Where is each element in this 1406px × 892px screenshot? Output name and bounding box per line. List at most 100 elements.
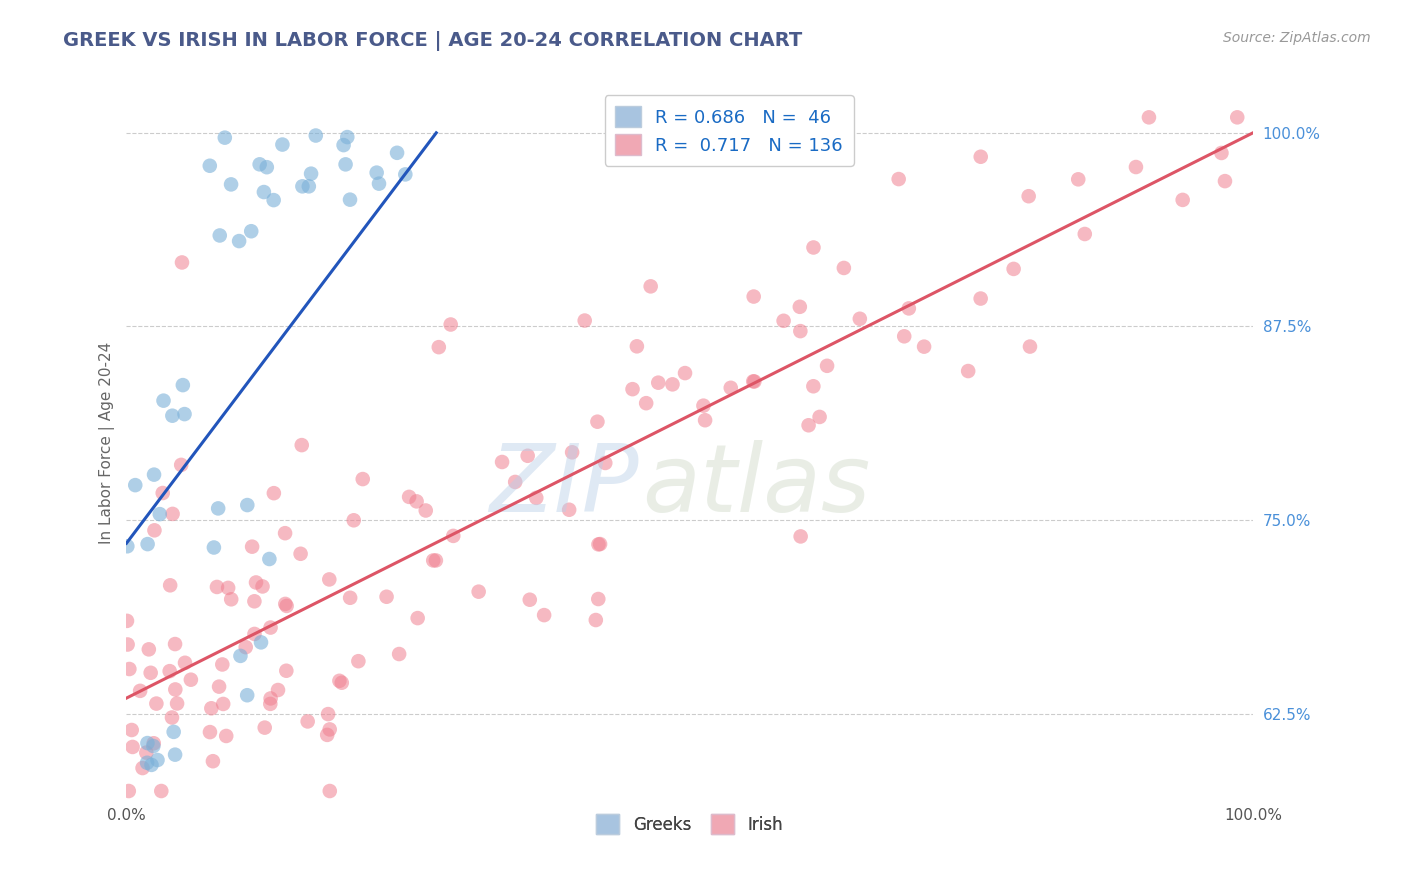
Legend: Greeks, Irish: Greeks, Irish [589, 808, 790, 840]
Point [744, 375, 766, 389]
Point [217, 581, 239, 595]
Point [621, 382, 644, 396]
Point [250, 635, 273, 649]
Point [274, 526, 297, 541]
Point [162, 507, 184, 521]
Point [152, 393, 174, 408]
Point [142, 736, 165, 750]
Point [1137, 111, 1160, 125]
Point [214, 130, 236, 145]
Point [298, 179, 321, 194]
Point [198, 725, 221, 739]
Point [143, 524, 166, 538]
Point [228, 234, 250, 248]
Point [253, 721, 276, 735]
Point [150, 784, 173, 798]
Point [335, 157, 357, 171]
Point [118, 784, 141, 798]
Point [139, 665, 162, 680]
Point [170, 458, 193, 472]
Point [117, 638, 139, 652]
Point [131, 761, 153, 775]
Point [276, 664, 298, 678]
Point [405, 494, 427, 508]
Point [316, 707, 339, 722]
Point [789, 324, 811, 338]
Point [368, 177, 391, 191]
Point [117, 539, 139, 553]
Point [263, 486, 285, 500]
Point [589, 537, 612, 551]
Point [115, 614, 138, 628]
Point [1213, 174, 1236, 188]
Point [661, 377, 683, 392]
Point [352, 472, 374, 486]
Point [297, 714, 319, 729]
Point [319, 723, 342, 737]
Point [236, 498, 259, 512]
Point [290, 547, 312, 561]
Point [832, 260, 855, 275]
Point [173, 407, 195, 421]
Point [588, 592, 610, 607]
Point [205, 580, 228, 594]
Point [252, 579, 274, 593]
Point [1019, 340, 1042, 354]
Point [347, 654, 370, 668]
Point [1171, 193, 1194, 207]
Point [170, 255, 193, 269]
Point [427, 340, 450, 354]
Point [425, 553, 447, 567]
Point [249, 157, 271, 171]
Point [339, 591, 361, 605]
Point [558, 502, 581, 516]
Point [441, 529, 464, 543]
Point [388, 647, 411, 661]
Point [415, 503, 437, 517]
Point [202, 541, 225, 555]
Point [243, 627, 266, 641]
Point [240, 540, 263, 554]
Point [136, 736, 159, 750]
Point [143, 467, 166, 482]
Point [316, 728, 339, 742]
Point [585, 613, 607, 627]
Point [797, 418, 820, 433]
Point [339, 193, 361, 207]
Point [647, 376, 669, 390]
Point [385, 145, 408, 160]
Point [159, 578, 181, 592]
Point [219, 592, 242, 607]
Point [136, 756, 159, 770]
Point [422, 553, 444, 567]
Point [240, 224, 263, 238]
Point [318, 573, 340, 587]
Point [207, 501, 229, 516]
Point [271, 137, 294, 152]
Point [135, 746, 157, 760]
Point [912, 340, 935, 354]
Point [561, 445, 583, 459]
Point [118, 662, 141, 676]
Point [208, 228, 231, 243]
Point [160, 710, 183, 724]
Point [1074, 227, 1097, 241]
Point [163, 724, 186, 739]
Point [215, 729, 238, 743]
Point [440, 318, 463, 332]
Point [957, 364, 980, 378]
Point [291, 179, 314, 194]
Point [720, 381, 742, 395]
Point [742, 375, 765, 389]
Point [588, 537, 610, 551]
Point [274, 597, 297, 611]
Point [172, 378, 194, 392]
Point [1002, 261, 1025, 276]
Point [299, 167, 322, 181]
Point [803, 240, 825, 254]
Point [1018, 189, 1040, 203]
Point [332, 138, 354, 153]
Point [259, 552, 281, 566]
Point [165, 682, 187, 697]
Point [574, 313, 596, 327]
